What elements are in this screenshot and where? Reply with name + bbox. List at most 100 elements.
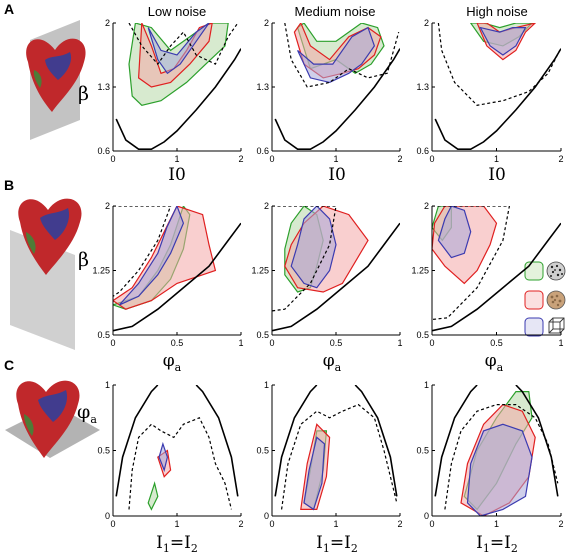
subplot-content <box>434 23 561 150</box>
x-tick-label: 1 <box>333 154 338 164</box>
xlabels-row-b: φa φa φa <box>163 351 504 374</box>
region-blue <box>297 26 376 84</box>
legend-swatch-blue <box>524 317 544 337</box>
solid-boundary-line <box>274 385 318 497</box>
col-title-low-noise: Low noise <box>148 4 207 19</box>
region-blue <box>479 26 527 56</box>
y-tick-label: 1.25 <box>92 266 110 276</box>
xlabel-a-1: I0 <box>168 165 186 185</box>
dashed-boundary-line <box>281 403 398 510</box>
solid-boundary-line <box>113 222 241 332</box>
dashed-boundary-line <box>128 23 239 66</box>
subplot-a-1: 0 1 2 0.6 1.3 2 <box>97 18 243 164</box>
subplot-b-1: 0 0.5 10.51.252 <box>92 201 243 348</box>
xlabel-b-2: φa <box>323 351 342 374</box>
y-tick-label: 2 <box>105 201 110 211</box>
x-tick-label: 2 <box>238 519 243 529</box>
x-tick-label: 1 <box>333 519 338 529</box>
subplot-content <box>274 23 400 150</box>
x-tick-label: 0.5 <box>330 338 343 348</box>
legend-icon-sphere-dots <box>546 261 566 281</box>
ylabel-c: φa <box>77 401 97 426</box>
region-blue <box>147 23 210 75</box>
subplot-content <box>432 206 561 332</box>
x-tick-label: 0.5 <box>490 338 503 348</box>
x-tick-label: 2 <box>397 519 402 529</box>
subplot-b-2: 0 0.5 10.51.252 <box>251 201 402 348</box>
x-tick-label: 2 <box>558 154 563 164</box>
region-green <box>147 481 159 511</box>
x-tick-label: 0 <box>269 519 274 529</box>
subplot-b-3: 0 0.5 10.51.252 <box>411 201 563 348</box>
dashed-boundary-line <box>113 206 172 297</box>
subplot-content <box>272 206 400 332</box>
col-title-medium-noise: Medium noise <box>295 4 376 19</box>
y-tick-label: 1 <box>424 380 429 390</box>
y-tick-label: 0.5 <box>256 330 269 340</box>
legend-swatch-green <box>524 261 544 281</box>
subplot-a-2: 0 1 2 0.6 1.3 2 <box>256 18 402 164</box>
y-tick-label: 0.5 <box>97 446 110 456</box>
xlabel-c-2: I1=I2 <box>316 533 358 554</box>
y-tick-label: 0 <box>264 511 269 521</box>
panel-letter-b: B <box>4 177 14 193</box>
y-tick-label: 0.5 <box>416 446 429 456</box>
dashed-boundary-line <box>432 206 511 321</box>
y-tick-label: 1.25 <box>411 266 429 276</box>
region-blue <box>303 436 326 511</box>
x-tick-label: 0 <box>429 154 434 164</box>
x-tick-label: 0.5 <box>171 338 184 348</box>
x-tick-label: 1 <box>174 519 179 529</box>
solid-boundary-line-mirror <box>354 385 398 497</box>
y-tick-label: 2 <box>105 18 110 28</box>
y-tick-label: 0.6 <box>97 146 110 156</box>
legend-swatch-red <box>524 290 544 310</box>
solid-boundary-line-mirror <box>195 385 239 497</box>
xlabel-c-1: I1=I2 <box>156 533 198 554</box>
x-tick-label: 1 <box>238 338 243 348</box>
region-blue <box>290 206 337 289</box>
region-blue <box>437 206 472 259</box>
subplot-c-1: 0 1 2 0 0.5 1 <box>97 380 243 529</box>
heart-illustration-a <box>26 20 86 140</box>
subplot-content <box>115 385 239 511</box>
panel-letter-c: C <box>4 357 14 373</box>
dashed-boundary-line <box>444 404 559 510</box>
y-tick-label: 0.6 <box>256 146 269 156</box>
legend-icon-cube <box>548 317 565 334</box>
legend-icon-sphere-dots-pattern <box>550 264 563 277</box>
ylabel-a: β <box>78 83 89 105</box>
y-tick-label: 0.5 <box>97 330 110 340</box>
subplot-content <box>115 23 241 150</box>
subplot-c-2: 0 1 2 0 0.5 1 <box>256 380 402 529</box>
y-tick-label: 1.3 <box>97 82 110 92</box>
x-tick-label: 1 <box>397 338 402 348</box>
heart-illustration-b <box>10 198 82 350</box>
x-tick-label: 1 <box>174 154 179 164</box>
xlabels-row-a: I0 I0 I0 <box>168 165 506 185</box>
x-tick-label: 0 <box>429 519 434 529</box>
y-tick-label: 0 <box>105 511 110 521</box>
ylabel-b: β <box>78 249 89 271</box>
region-blue <box>118 206 185 306</box>
solid-boundary-line <box>432 222 561 332</box>
x-tick-label: 2 <box>558 519 563 529</box>
y-tick-label: 1.3 <box>256 82 269 92</box>
xlabel-b-1: φa <box>163 351 182 374</box>
xlabel-c-3: I1=I2 <box>476 533 518 554</box>
y-tick-label: 0.5 <box>416 330 429 340</box>
x-tick-label: 0 <box>269 338 274 348</box>
x-tick-label: 2 <box>397 154 402 164</box>
y-tick-label: 2 <box>424 201 429 211</box>
y-tick-label: 2 <box>264 201 269 211</box>
y-tick-label: 2 <box>424 18 429 28</box>
heart-illustration-c <box>5 380 100 458</box>
y-tick-label: 2 <box>264 18 269 28</box>
solid-boundary-line <box>272 222 400 332</box>
x-tick-label: 1 <box>494 154 499 164</box>
subplot-a-3: 0 1 2 0.6 1.3 2 <box>416 18 563 164</box>
legend <box>524 261 566 337</box>
solid-boundary-line <box>115 385 159 497</box>
y-tick-label: 1 <box>105 380 110 390</box>
